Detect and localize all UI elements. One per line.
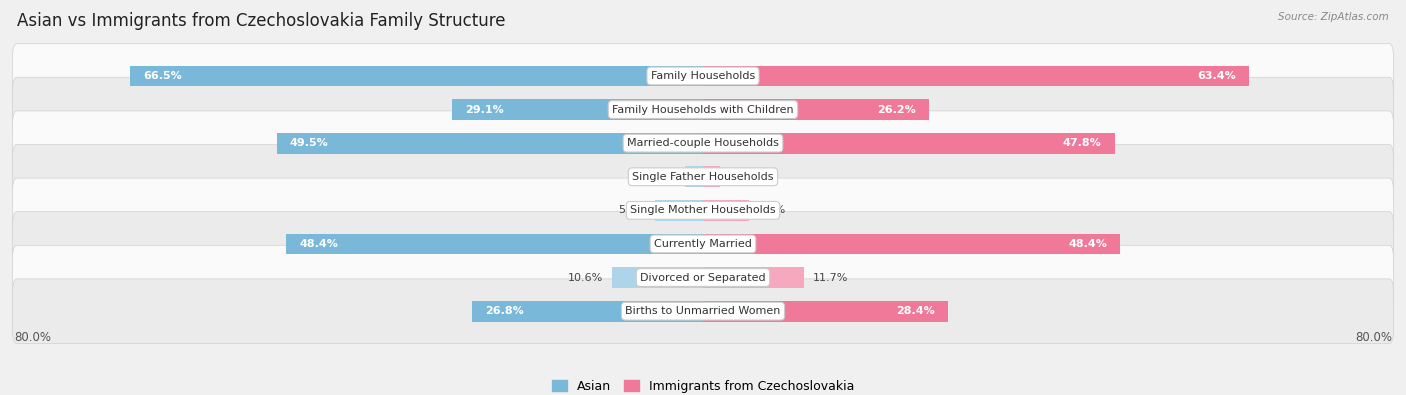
Bar	[703, 99, 928, 120]
Bar	[655, 200, 703, 221]
Text: 2.0%: 2.0%	[728, 172, 758, 182]
Text: 5.6%: 5.6%	[617, 205, 647, 215]
Bar	[703, 301, 948, 322]
Text: 49.5%: 49.5%	[290, 138, 329, 148]
FancyBboxPatch shape	[13, 245, 1393, 310]
Bar	[472, 301, 703, 322]
Bar	[287, 233, 703, 254]
Text: 10.6%: 10.6%	[568, 273, 603, 282]
FancyBboxPatch shape	[13, 178, 1393, 243]
Text: Currently Married: Currently Married	[654, 239, 752, 249]
Text: 63.4%: 63.4%	[1198, 71, 1236, 81]
Text: 28.4%: 28.4%	[896, 306, 935, 316]
Text: Divorced or Separated: Divorced or Separated	[640, 273, 766, 282]
Text: Family Households: Family Households	[651, 71, 755, 81]
Text: Single Mother Households: Single Mother Households	[630, 205, 776, 215]
Text: 80.0%: 80.0%	[14, 331, 51, 344]
Text: Births to Unmarried Women: Births to Unmarried Women	[626, 306, 780, 316]
Bar	[703, 267, 804, 288]
Bar	[685, 166, 703, 187]
FancyBboxPatch shape	[13, 145, 1393, 209]
FancyBboxPatch shape	[13, 279, 1393, 343]
Text: Single Father Households: Single Father Households	[633, 172, 773, 182]
Text: Family Households with Children: Family Households with Children	[612, 105, 794, 115]
Text: 26.2%: 26.2%	[877, 105, 915, 115]
Bar	[703, 233, 1119, 254]
FancyBboxPatch shape	[13, 111, 1393, 175]
FancyBboxPatch shape	[13, 44, 1393, 108]
Bar	[703, 166, 720, 187]
FancyBboxPatch shape	[13, 77, 1393, 142]
Bar	[703, 133, 1115, 154]
Text: 66.5%: 66.5%	[143, 71, 181, 81]
Bar	[703, 200, 748, 221]
Text: 47.8%: 47.8%	[1063, 138, 1102, 148]
Text: 29.1%: 29.1%	[465, 105, 505, 115]
Text: Married-couple Households: Married-couple Households	[627, 138, 779, 148]
Text: Asian vs Immigrants from Czechoslovakia Family Structure: Asian vs Immigrants from Czechoslovakia …	[17, 12, 505, 30]
Bar	[703, 66, 1249, 87]
Bar	[131, 66, 703, 87]
Text: 48.4%: 48.4%	[299, 239, 337, 249]
FancyBboxPatch shape	[13, 212, 1393, 276]
Text: 80.0%: 80.0%	[1355, 331, 1392, 344]
Bar	[612, 267, 703, 288]
Text: 26.8%: 26.8%	[485, 306, 524, 316]
Text: 2.1%: 2.1%	[648, 172, 676, 182]
Legend: Asian, Immigrants from Czechoslovakia: Asian, Immigrants from Czechoslovakia	[547, 375, 859, 395]
Text: 5.3%: 5.3%	[758, 205, 786, 215]
Bar	[453, 99, 703, 120]
Bar	[277, 133, 703, 154]
Text: 11.7%: 11.7%	[813, 273, 848, 282]
Text: 48.4%: 48.4%	[1069, 239, 1107, 249]
Text: Source: ZipAtlas.com: Source: ZipAtlas.com	[1278, 12, 1389, 22]
